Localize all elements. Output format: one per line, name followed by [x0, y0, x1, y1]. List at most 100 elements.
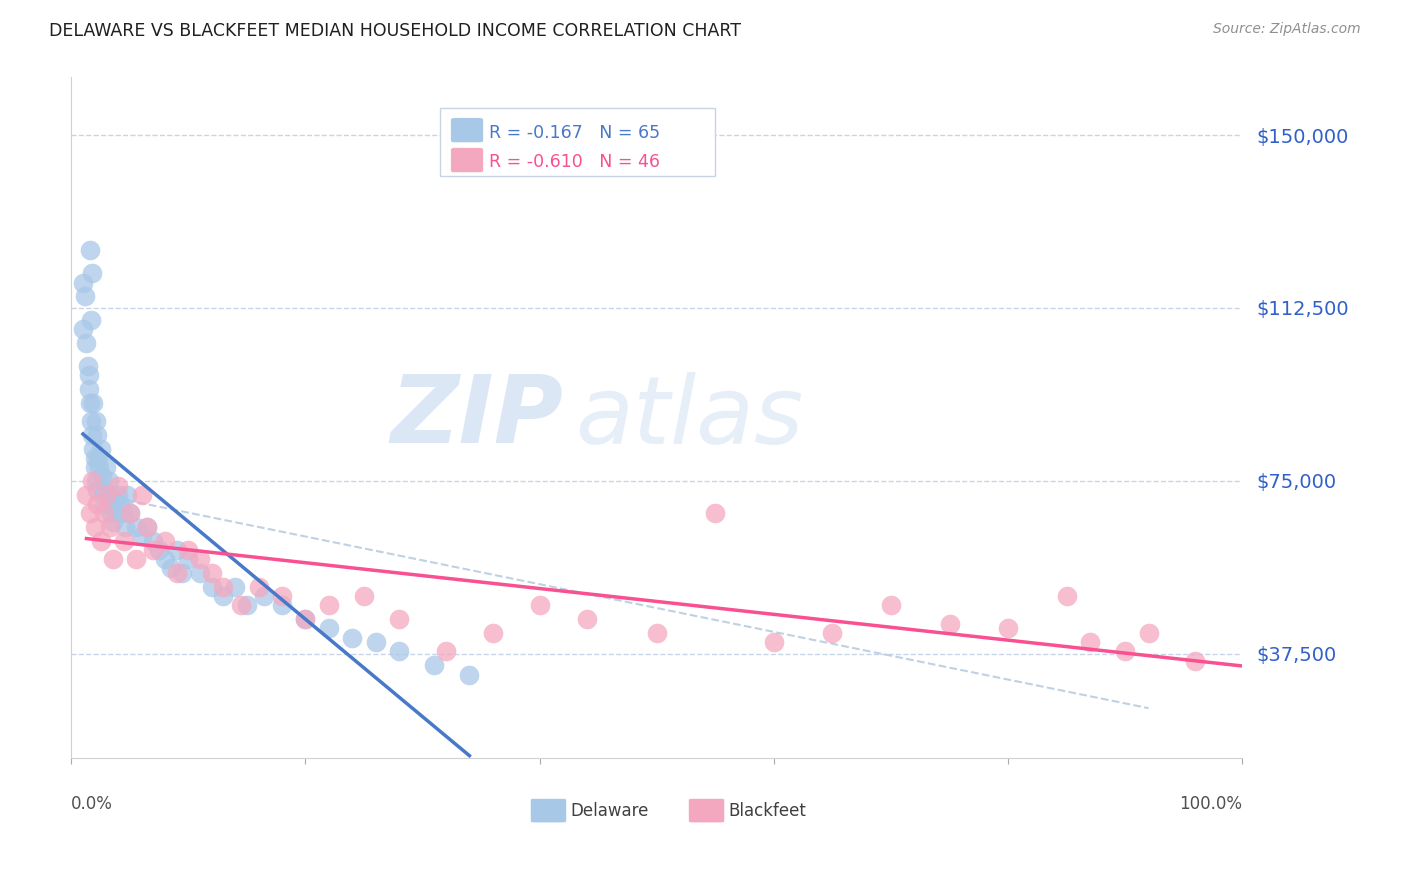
Point — [118, 506, 141, 520]
Text: ZIP: ZIP — [391, 371, 562, 464]
Point — [98, 520, 121, 534]
FancyBboxPatch shape — [530, 798, 567, 822]
Point — [82, 442, 104, 456]
Point — [89, 460, 111, 475]
Point — [142, 543, 165, 558]
Point — [880, 599, 903, 613]
Point — [117, 488, 139, 502]
Point — [529, 599, 551, 613]
Point — [72, 276, 94, 290]
Point — [76, 359, 98, 373]
Point — [90, 469, 112, 483]
Point — [294, 612, 316, 626]
Text: 100.0%: 100.0% — [1180, 795, 1243, 813]
Point — [423, 658, 446, 673]
Point — [103, 516, 125, 530]
Point — [80, 312, 103, 326]
Text: Source: ZipAtlas.com: Source: ZipAtlas.com — [1213, 22, 1361, 37]
Point — [124, 552, 146, 566]
Point — [97, 474, 120, 488]
FancyBboxPatch shape — [689, 798, 724, 822]
FancyBboxPatch shape — [451, 148, 484, 173]
Point — [114, 520, 136, 534]
Point — [83, 460, 105, 475]
Point — [77, 368, 100, 382]
Point — [89, 533, 111, 548]
Point — [142, 533, 165, 548]
Point — [93, 497, 115, 511]
Point — [1184, 654, 1206, 668]
Point — [75, 335, 97, 350]
Text: 0.0%: 0.0% — [72, 795, 112, 813]
Point — [87, 450, 110, 465]
Point — [83, 520, 105, 534]
Point — [224, 580, 246, 594]
Point — [271, 599, 294, 613]
Point — [82, 395, 104, 409]
FancyBboxPatch shape — [451, 118, 484, 143]
Point — [110, 497, 132, 511]
Point — [318, 599, 340, 613]
Point — [177, 552, 200, 566]
Point — [104, 506, 127, 520]
Point — [201, 566, 224, 580]
Point — [188, 566, 211, 580]
Point — [136, 520, 159, 534]
Point — [82, 474, 104, 488]
Point — [645, 626, 668, 640]
Point — [72, 322, 94, 336]
Point — [82, 427, 104, 442]
Point — [131, 529, 153, 543]
Point — [91, 483, 114, 497]
Point — [434, 644, 457, 658]
FancyBboxPatch shape — [440, 108, 716, 176]
Point — [236, 599, 259, 613]
Point — [96, 488, 118, 502]
Text: DELAWARE VS BLACKFEET MEDIAN HOUSEHOLD INCOME CORRELATION CHART: DELAWARE VS BLACKFEET MEDIAN HOUSEHOLD I… — [49, 22, 741, 40]
Point — [482, 626, 505, 640]
Point — [938, 616, 960, 631]
Point — [212, 589, 235, 603]
Text: R = -0.610   N = 46: R = -0.610 N = 46 — [489, 153, 661, 171]
Point — [93, 506, 115, 520]
Point — [107, 478, 129, 492]
Point — [84, 474, 107, 488]
Point — [271, 589, 294, 603]
Point — [166, 566, 188, 580]
Point — [229, 599, 252, 613]
Point — [364, 635, 387, 649]
Point — [136, 520, 159, 534]
Point — [101, 497, 124, 511]
Point — [124, 520, 146, 534]
Point — [1056, 589, 1078, 603]
Point — [294, 612, 316, 626]
Point — [96, 460, 118, 475]
Point — [997, 622, 1019, 636]
Point — [89, 442, 111, 456]
Text: Delaware: Delaware — [569, 802, 648, 820]
Point — [77, 382, 100, 396]
Point — [98, 506, 121, 520]
Point — [821, 626, 844, 640]
Point — [96, 488, 118, 502]
Point — [75, 488, 97, 502]
Point — [253, 589, 276, 603]
Point — [201, 580, 224, 594]
Point — [318, 622, 340, 636]
Point — [118, 506, 141, 520]
Point — [762, 635, 785, 649]
Point — [80, 414, 103, 428]
Point — [86, 497, 108, 511]
Point — [148, 543, 170, 558]
Point — [458, 667, 481, 681]
Point — [86, 427, 108, 442]
Point — [111, 506, 134, 520]
Point — [131, 488, 153, 502]
Point — [1114, 644, 1136, 658]
Point — [342, 631, 364, 645]
Point — [177, 543, 200, 558]
Point — [79, 395, 101, 409]
Point — [166, 543, 188, 558]
Point — [153, 552, 176, 566]
Point — [1137, 626, 1160, 640]
